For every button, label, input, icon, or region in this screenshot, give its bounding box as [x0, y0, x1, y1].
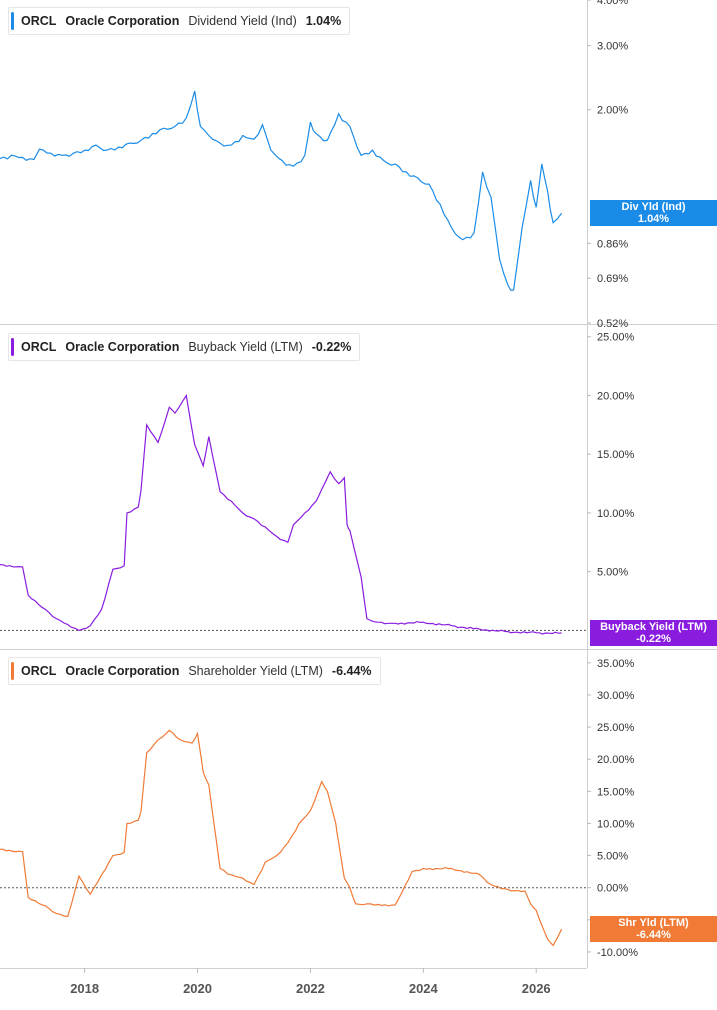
legend-value: -6.44%	[331, 664, 372, 678]
y-tick-label: 25.00%	[597, 722, 635, 734]
value-tag-dividend: Div Yld (Ind) 1.04%	[590, 200, 717, 227]
series-line	[0, 90, 563, 292]
y-tick-label: 20.00%	[597, 754, 635, 766]
legend-company: Oracle Corporation	[65, 14, 180, 28]
tag-value: -0.22%	[636, 632, 671, 645]
y-tick-label: 5.00%	[597, 851, 628, 863]
x-tick-label: 2026	[522, 981, 551, 996]
y-tick-label: 30.00%	[597, 690, 635, 702]
legend-metric: Buyback Yield (LTM)	[188, 340, 303, 354]
legend-value: -0.22%	[311, 340, 352, 354]
y-tick-label: 20.00%	[597, 390, 635, 402]
legend-color-bar	[11, 12, 14, 30]
legend-metric: Dividend Yield (Ind)	[188, 14, 297, 28]
y-tick-label: 0.00%	[597, 883, 628, 895]
y-tick-label: 35.00%	[597, 658, 635, 670]
value-tag-buyback: Buyback Yield (LTM) -0.22%	[590, 619, 717, 646]
series-line	[0, 393, 562, 635]
legend-company: Oracle Corporation	[65, 664, 180, 678]
legend-value: 1.04%	[305, 14, 342, 28]
tag-label: Shr Yld (LTM)	[618, 917, 689, 930]
y-tick-label: -10.00%	[597, 947, 638, 959]
y-tick-label: 2.00%	[597, 105, 628, 117]
y-tick-label: 15.00%	[597, 449, 635, 461]
y-tick-label: 10.00%	[597, 818, 635, 830]
legend-dividend-yield[interactable]: ORCL Oracle Corporation Dividend Yield (…	[8, 7, 351, 35]
series-line	[0, 729, 563, 947]
legend-metric: Shareholder Yield (LTM)	[188, 664, 323, 678]
y-tick-label: 0.52%	[597, 318, 628, 330]
y-tick-label: 4.00%	[597, 0, 628, 7]
legend-company: Oracle Corporation	[65, 340, 180, 354]
x-tick-label: 2018	[70, 981, 99, 996]
x-tick-label: 2020	[183, 981, 212, 996]
x-tick-label: 2022	[296, 981, 325, 996]
x-tick-label: 2024	[409, 981, 439, 996]
y-tick-label: 15.00%	[597, 786, 635, 798]
legend-ticker: ORCL	[21, 664, 57, 678]
y-tick-label: 25.00%	[597, 332, 635, 344]
tag-label: Div Yld (Ind)	[621, 201, 686, 214]
y-tick-label: 0.86%	[597, 238, 628, 250]
value-tag-shareholder: Shr Yld (LTM) -6.44%	[590, 916, 717, 943]
legend-ticker: ORCL	[21, 14, 57, 28]
tag-value: -6.44%	[636, 929, 671, 942]
legend-color-bar	[11, 338, 14, 356]
legend-shareholder-yield[interactable]: ORCL Oracle Corporation Shareholder Yiel…	[8, 657, 381, 685]
y-tick-label: 10.00%	[597, 508, 635, 520]
legend-color-bar	[11, 662, 14, 680]
y-tick-label: 5.00%	[597, 567, 628, 579]
y-tick-label: 3.00%	[597, 41, 628, 53]
y-tick-label: 0.69%	[597, 273, 628, 285]
tag-label: Buyback Yield (LTM)	[600, 620, 707, 633]
legend-ticker: ORCL	[21, 340, 57, 354]
legend-buyback-yield[interactable]: ORCL Oracle Corporation Buyback Yield (L…	[8, 333, 361, 361]
tag-value: 1.04%	[637, 213, 670, 226]
